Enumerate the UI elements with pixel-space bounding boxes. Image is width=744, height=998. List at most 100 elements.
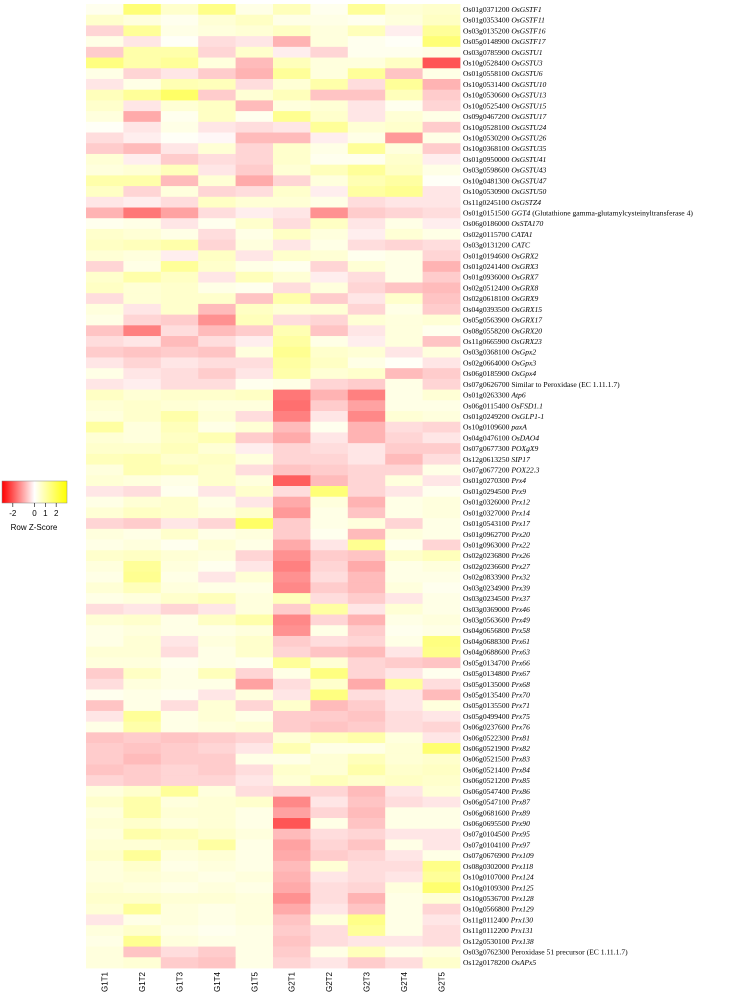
- heatmap-cell: [422, 143, 461, 155]
- heatmap-cell: [160, 625, 199, 637]
- heatmap-cell: [273, 464, 311, 476]
- heatmap-cell: [198, 657, 236, 669]
- heatmap-cell: [422, 153, 461, 166]
- heatmap-cell: [198, 796, 236, 808]
- heatmap-cell: [160, 528, 199, 540]
- heatmap-cell: [86, 175, 124, 187]
- heatmap-cell: [86, 100, 124, 112]
- heatmap-cell: [385, 839, 423, 851]
- heatmap-cell: [86, 207, 124, 219]
- color-key-tick-label: 1: [43, 509, 48, 518]
- heatmap-cell: [385, 871, 423, 883]
- heatmap-cell: [422, 582, 461, 594]
- heatmap-cell: [160, 14, 199, 26]
- heatmap-cell: [422, 453, 461, 465]
- row-label: Os02g0115700 CATA1: [463, 230, 533, 239]
- row-label: Os03g0563600 Prx49: [463, 615, 530, 624]
- heatmap-cell: [123, 207, 162, 219]
- heatmap-cell: [385, 507, 423, 519]
- heatmap-cell: [347, 4, 386, 16]
- heatmap-cell: [310, 753, 349, 765]
- color-key-ticks: -2 0 1 2: [9, 503, 59, 518]
- heatmap-cell: [347, 614, 386, 626]
- row-label: Os02g0618100 OsGRX9: [463, 294, 539, 303]
- heatmap-cell: [273, 78, 311, 91]
- heatmap-cell: [123, 582, 162, 594]
- heatmap-cell: [123, 453, 162, 465]
- column-label: G2T5: [437, 971, 446, 992]
- heatmap-cell: [310, 186, 349, 198]
- heatmap-cell: [198, 421, 236, 433]
- heatmap-cell: [310, 218, 349, 230]
- heatmap-cell: [123, 46, 162, 58]
- heatmap-cell: [235, 539, 274, 551]
- heatmap-cell: [160, 839, 199, 851]
- heatmap-cell: [123, 239, 162, 251]
- heatmap-cell: [273, 496, 311, 508]
- heatmap-cell: [198, 261, 236, 273]
- heatmap-cell: [160, 903, 199, 915]
- heatmap-cell: [273, 303, 311, 316]
- heatmap-cell: [347, 764, 386, 776]
- heatmap-cell: [273, 475, 311, 487]
- heatmap-cell: [310, 207, 349, 219]
- heatmap-cell: [235, 89, 274, 101]
- heatmap-cell: [86, 882, 124, 894]
- heatmap-cell: [422, 860, 461, 872]
- heatmap-cell: [310, 743, 349, 755]
- heatmap-cell: [123, 261, 162, 273]
- heatmap-cell: [86, 828, 124, 840]
- heatmap-cell: [385, 903, 423, 915]
- heatmap-cell: [86, 475, 124, 487]
- heatmap-cell: [198, 839, 236, 851]
- heatmap-cell: [160, 293, 199, 305]
- row-label: Os01g0950000 OsGSTU41: [463, 155, 546, 164]
- heatmap-cell: [160, 496, 199, 508]
- color-key: -2 0 1 2 Row Z-Score: [1, 480, 68, 532]
- heatmap-cell: [86, 753, 124, 765]
- heatmap-cell: [273, 421, 311, 433]
- heatmap-cell: [310, 496, 349, 508]
- heatmap-cell: [422, 336, 461, 348]
- heatmap-cell: [385, 421, 423, 433]
- row-label: Os03g0369000 Prx46: [463, 605, 530, 614]
- row-label: Os01g0543100 Prx17: [463, 519, 531, 528]
- heatmap-cell: [273, 57, 311, 69]
- heatmap-cell: [385, 228, 423, 241]
- heatmap-cell: [123, 421, 162, 433]
- heatmap-cell: [123, 143, 162, 155]
- heatmap-cell: [422, 635, 461, 648]
- heatmap-cell: [198, 336, 236, 348]
- heatmap-cell: [160, 111, 199, 123]
- heatmap-cell: [86, 68, 124, 80]
- heatmap-cell: [422, 303, 461, 316]
- heatmap-cell: [310, 78, 349, 91]
- heatmap-cell: [273, 560, 311, 573]
- heatmap-cell: [422, 603, 461, 615]
- heatmap-cell: [86, 357, 124, 369]
- heatmap-cell: [235, 560, 274, 573]
- heatmap-cell: [235, 764, 274, 776]
- heatmap-cell: [86, 539, 124, 551]
- heatmap-cell: [347, 228, 386, 241]
- heatmap-cell: [198, 860, 236, 872]
- heatmap-cell: [235, 582, 274, 594]
- heatmap-cell: [347, 239, 386, 251]
- heatmap-cell: [385, 935, 423, 947]
- heatmap-cell: [86, 293, 124, 305]
- heatmap-cell: [235, 614, 274, 626]
- heatmap-cell: [198, 68, 236, 80]
- heatmap-cell: [273, 411, 311, 423]
- heatmap-cell: [310, 635, 349, 648]
- heatmap-cell: [86, 507, 124, 519]
- heatmap-cell: [160, 732, 199, 744]
- heatmap-cell: [86, 818, 124, 830]
- heatmap-cell: [198, 582, 236, 594]
- heatmap-cell: [160, 100, 199, 112]
- heatmap-cell: [235, 453, 274, 465]
- heatmap-cell: [160, 368, 199, 380]
- heatmap-cell: [86, 250, 124, 262]
- heatmap-cell: [310, 689, 349, 701]
- heatmap-cell: [123, 282, 162, 294]
- heatmap-cell: [160, 336, 199, 348]
